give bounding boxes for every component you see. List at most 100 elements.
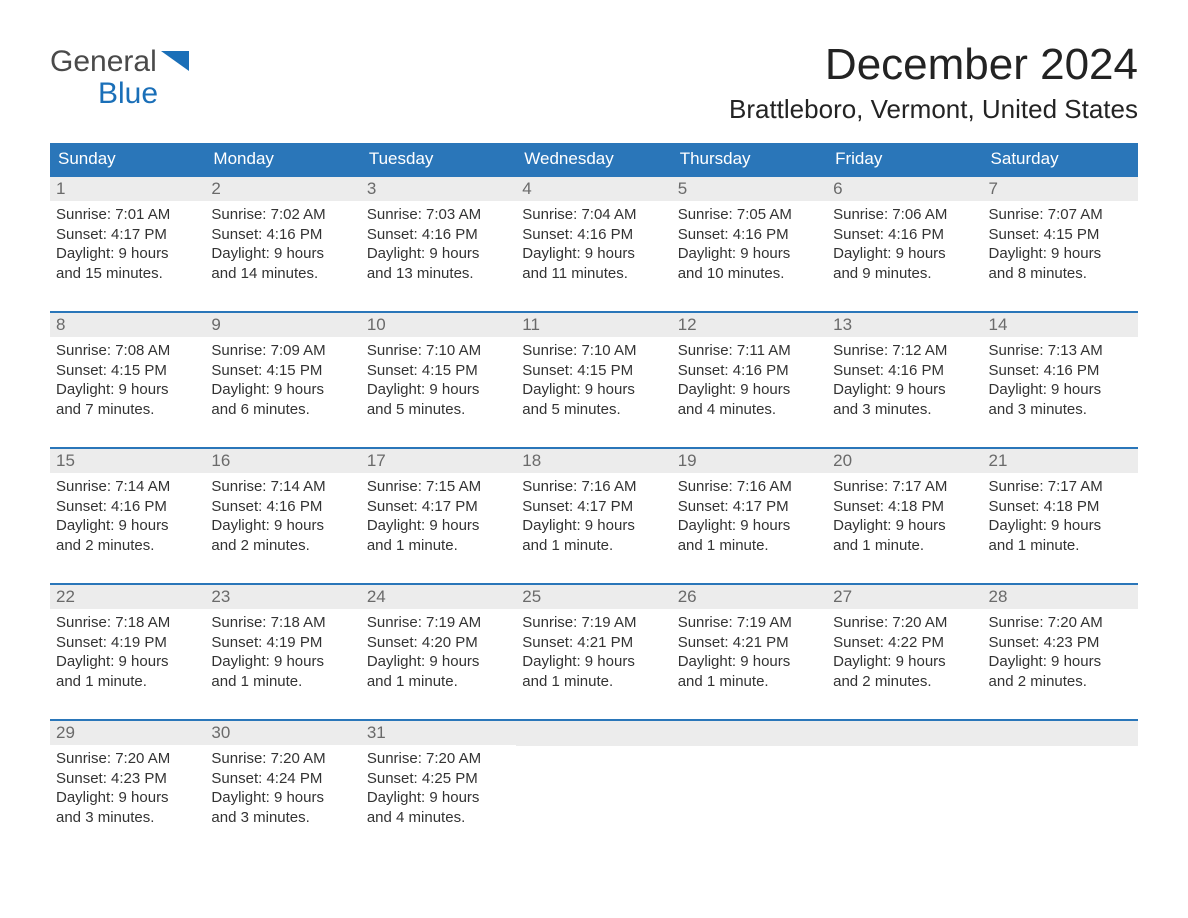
- flag-icon: [161, 46, 189, 78]
- logo-word2: Blue: [50, 78, 189, 110]
- day-body: Sunrise: 7:20 AMSunset: 4:25 PMDaylight:…: [361, 745, 516, 833]
- sunset-line: Sunset: 4:16 PM: [56, 497, 199, 517]
- day-cell: 11Sunrise: 7:10 AMSunset: 4:15 PMDayligh…: [516, 313, 671, 433]
- daylight-line2: and 5 minutes.: [367, 400, 510, 420]
- sunset-line: Sunset: 4:16 PM: [989, 361, 1132, 381]
- day-number: [827, 721, 982, 746]
- day-header: Wednesday: [516, 143, 671, 175]
- daylight-line1: Daylight: 9 hours: [522, 380, 665, 400]
- daylight-line1: Daylight: 9 hours: [211, 244, 354, 264]
- daylight-line1: Daylight: 9 hours: [678, 516, 821, 536]
- day-cell: 28Sunrise: 7:20 AMSunset: 4:23 PMDayligh…: [983, 585, 1138, 705]
- day-cell: 25Sunrise: 7:19 AMSunset: 4:21 PMDayligh…: [516, 585, 671, 705]
- week-row: 15Sunrise: 7:14 AMSunset: 4:16 PMDayligh…: [50, 447, 1138, 569]
- day-body: Sunrise: 7:17 AMSunset: 4:18 PMDaylight:…: [983, 473, 1138, 561]
- daylight-line2: and 11 minutes.: [522, 264, 665, 284]
- calendar: SundayMondayTuesdayWednesdayThursdayFrid…: [50, 143, 1138, 841]
- sunset-line: Sunset: 4:23 PM: [56, 769, 199, 789]
- sunrise-line: Sunrise: 7:13 AM: [989, 341, 1132, 361]
- day-cell: 24Sunrise: 7:19 AMSunset: 4:20 PMDayligh…: [361, 585, 516, 705]
- day-header: Friday: [827, 143, 982, 175]
- week-row: 22Sunrise: 7:18 AMSunset: 4:19 PMDayligh…: [50, 583, 1138, 705]
- sunrise-line: Sunrise: 7:17 AM: [989, 477, 1132, 497]
- day-header: Sunday: [50, 143, 205, 175]
- day-number: [516, 721, 671, 746]
- daylight-line2: and 6 minutes.: [211, 400, 354, 420]
- day-body: Sunrise: 7:18 AMSunset: 4:19 PMDaylight:…: [50, 609, 205, 697]
- day-number: 16: [205, 449, 360, 473]
- day-number: 31: [361, 721, 516, 745]
- week-row: 8Sunrise: 7:08 AMSunset: 4:15 PMDaylight…: [50, 311, 1138, 433]
- daylight-line1: Daylight: 9 hours: [56, 516, 199, 536]
- day-number: 2: [205, 177, 360, 201]
- logo-word1: General: [50, 46, 157, 78]
- daylight-line1: Daylight: 9 hours: [833, 652, 976, 672]
- sunset-line: Sunset: 4:22 PM: [833, 633, 976, 653]
- daylight-line1: Daylight: 9 hours: [678, 244, 821, 264]
- day-body: Sunrise: 7:02 AMSunset: 4:16 PMDaylight:…: [205, 201, 360, 289]
- sunset-line: Sunset: 4:18 PM: [833, 497, 976, 517]
- day-cell: 1Sunrise: 7:01 AMSunset: 4:17 PMDaylight…: [50, 177, 205, 297]
- daylight-line2: and 8 minutes.: [989, 264, 1132, 284]
- sunrise-line: Sunrise: 7:15 AM: [367, 477, 510, 497]
- sunrise-line: Sunrise: 7:16 AM: [678, 477, 821, 497]
- day-number: 1: [50, 177, 205, 201]
- sunset-line: Sunset: 4:21 PM: [522, 633, 665, 653]
- sunrise-line: Sunrise: 7:19 AM: [678, 613, 821, 633]
- day-number: 21: [983, 449, 1138, 473]
- day-number: 27: [827, 585, 982, 609]
- day-body: Sunrise: 7:20 AMSunset: 4:23 PMDaylight:…: [50, 745, 205, 833]
- day-cell: 27Sunrise: 7:20 AMSunset: 4:22 PMDayligh…: [827, 585, 982, 705]
- day-number: 29: [50, 721, 205, 745]
- day-cell: 12Sunrise: 7:11 AMSunset: 4:16 PMDayligh…: [672, 313, 827, 433]
- sunrise-line: Sunrise: 7:06 AM: [833, 205, 976, 225]
- day-number: [672, 721, 827, 746]
- day-body: Sunrise: 7:20 AMSunset: 4:24 PMDaylight:…: [205, 745, 360, 833]
- sunset-line: Sunset: 4:16 PM: [367, 225, 510, 245]
- day-number: 7: [983, 177, 1138, 201]
- day-number: [983, 721, 1138, 746]
- day-body: Sunrise: 7:08 AMSunset: 4:15 PMDaylight:…: [50, 337, 205, 425]
- day-number: 8: [50, 313, 205, 337]
- daylight-line1: Daylight: 9 hours: [367, 516, 510, 536]
- logo-line1: General: [50, 46, 189, 78]
- title-block: December 2024 Brattleboro, Vermont, Unit…: [729, 40, 1138, 125]
- sunset-line: Sunset: 4:16 PM: [678, 225, 821, 245]
- day-number: 4: [516, 177, 671, 201]
- day-body: Sunrise: 7:07 AMSunset: 4:15 PMDaylight:…: [983, 201, 1138, 289]
- sunrise-line: Sunrise: 7:10 AM: [522, 341, 665, 361]
- daylight-line1: Daylight: 9 hours: [833, 380, 976, 400]
- day-cell: 19Sunrise: 7:16 AMSunset: 4:17 PMDayligh…: [672, 449, 827, 569]
- daylight-line1: Daylight: 9 hours: [522, 516, 665, 536]
- day-header-row: SundayMondayTuesdayWednesdayThursdayFrid…: [50, 143, 1138, 175]
- sunrise-line: Sunrise: 7:14 AM: [56, 477, 199, 497]
- day-number: 28: [983, 585, 1138, 609]
- sunrise-line: Sunrise: 7:20 AM: [56, 749, 199, 769]
- daylight-line1: Daylight: 9 hours: [367, 380, 510, 400]
- day-cell: 26Sunrise: 7:19 AMSunset: 4:21 PMDayligh…: [672, 585, 827, 705]
- day-body: Sunrise: 7:04 AMSunset: 4:16 PMDaylight:…: [516, 201, 671, 289]
- daylight-line1: Daylight: 9 hours: [367, 244, 510, 264]
- week-row: 29Sunrise: 7:20 AMSunset: 4:23 PMDayligh…: [50, 719, 1138, 841]
- day-cell: 6Sunrise: 7:06 AMSunset: 4:16 PMDaylight…: [827, 177, 982, 297]
- daylight-line2: and 3 minutes.: [56, 808, 199, 828]
- daylight-line1: Daylight: 9 hours: [211, 788, 354, 808]
- daylight-line2: and 1 minute.: [678, 672, 821, 692]
- day-cell: 21Sunrise: 7:17 AMSunset: 4:18 PMDayligh…: [983, 449, 1138, 569]
- sunrise-line: Sunrise: 7:14 AM: [211, 477, 354, 497]
- sunset-line: Sunset: 4:20 PM: [367, 633, 510, 653]
- daylight-line2: and 10 minutes.: [678, 264, 821, 284]
- day-number: 3: [361, 177, 516, 201]
- daylight-line1: Daylight: 9 hours: [56, 788, 199, 808]
- sunset-line: Sunset: 4:18 PM: [989, 497, 1132, 517]
- daylight-line1: Daylight: 9 hours: [211, 380, 354, 400]
- day-cell: 8Sunrise: 7:08 AMSunset: 4:15 PMDaylight…: [50, 313, 205, 433]
- sunrise-line: Sunrise: 7:20 AM: [211, 749, 354, 769]
- day-number: 6: [827, 177, 982, 201]
- day-body: Sunrise: 7:19 AMSunset: 4:21 PMDaylight:…: [516, 609, 671, 697]
- daylight-line1: Daylight: 9 hours: [678, 380, 821, 400]
- daylight-line2: and 1 minute.: [522, 672, 665, 692]
- day-cell: 5Sunrise: 7:05 AMSunset: 4:16 PMDaylight…: [672, 177, 827, 297]
- sunrise-line: Sunrise: 7:19 AM: [522, 613, 665, 633]
- sunset-line: Sunset: 4:21 PM: [678, 633, 821, 653]
